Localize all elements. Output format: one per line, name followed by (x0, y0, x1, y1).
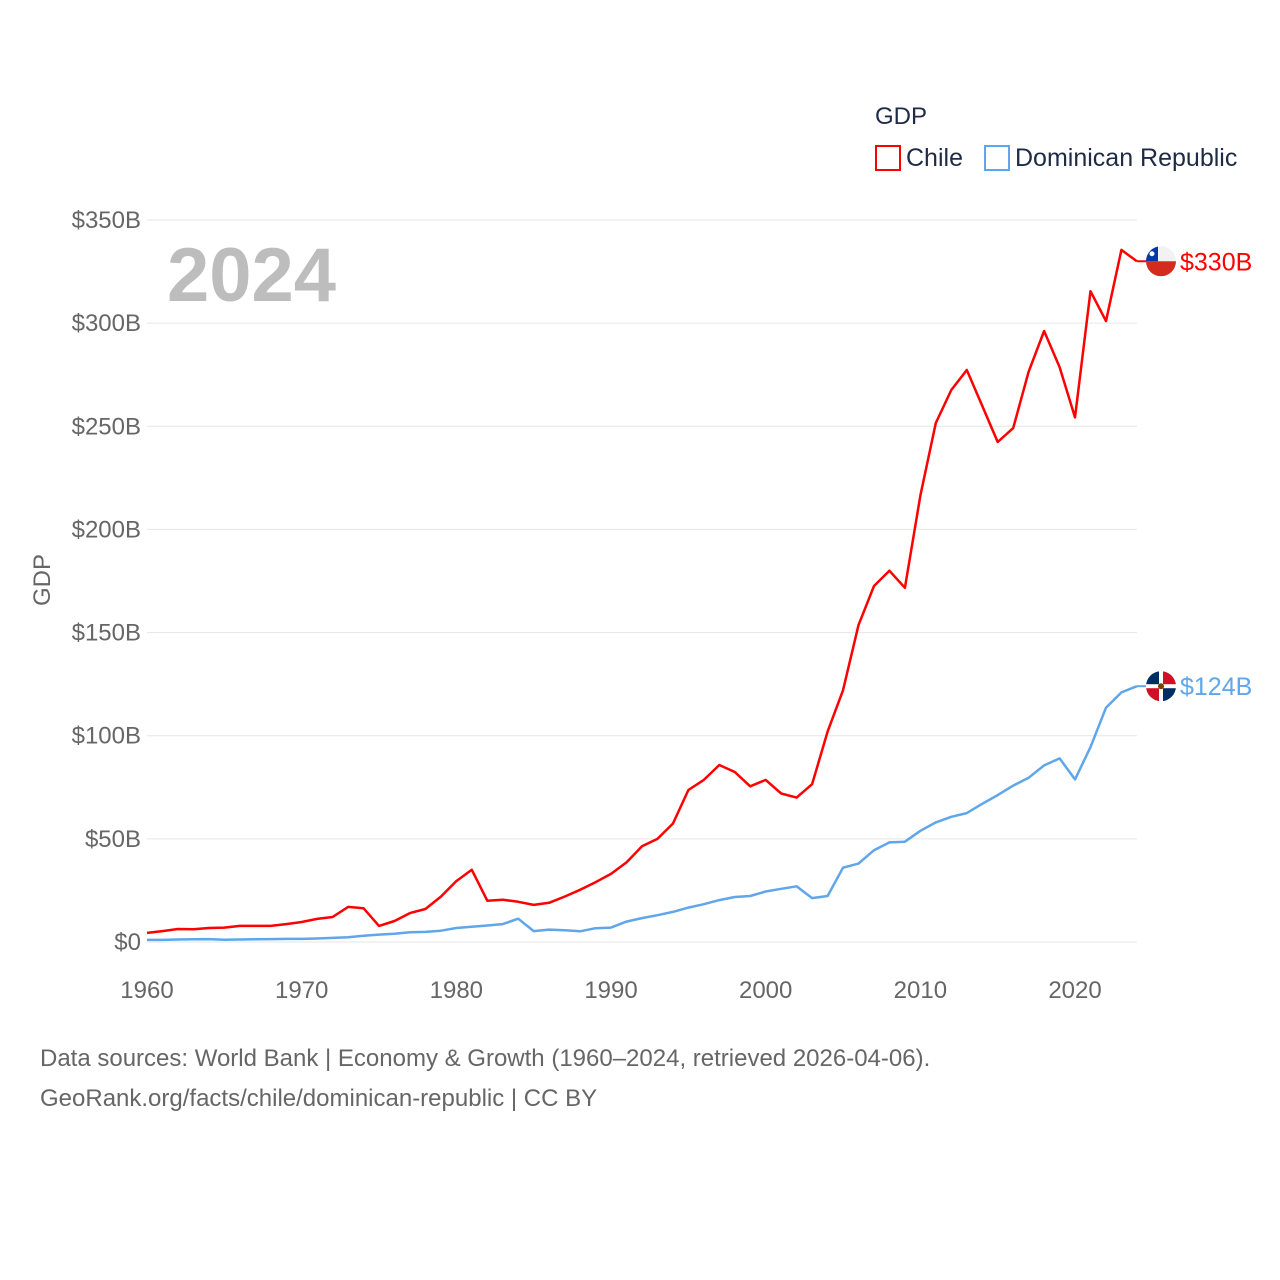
y-tick-label: $200B (72, 516, 141, 543)
flag-blue (1163, 688, 1176, 702)
legend-swatch-chile[interactable] (875, 145, 901, 171)
y-tick-label: $350B (72, 207, 141, 234)
flag-star (1149, 251, 1155, 257)
end-value-label: $124B (1180, 673, 1252, 701)
flag-red (1163, 671, 1176, 685)
legend-label-chile[interactable]: Chile (906, 144, 963, 172)
y-tick-label: $100B (72, 723, 141, 750)
x-tick-label: 2010 (894, 977, 947, 1004)
x-tick-label: 1990 (584, 977, 637, 1004)
grid (147, 219, 1137, 943)
end-value-label: $330B (1180, 248, 1252, 276)
y-tick-label: $0 (114, 929, 141, 956)
flag-red (1146, 688, 1159, 702)
flag-red (1146, 261, 1176, 277)
footer-link[interactable]: GeoRank.org/facts/chile/dominican-republ… (40, 1085, 598, 1112)
footer-sources: Data sources: World Bank | Economy & Gro… (40, 1045, 931, 1072)
y-tick-label: $50B (85, 826, 141, 853)
legend-title: GDP (875, 103, 927, 130)
dominican-republic-flag-icon (1146, 671, 1176, 702)
flag-body (1146, 246, 1176, 277)
legend: GDP Chile Dominican Republic (875, 103, 1237, 172)
chile-flag-icon (1146, 246, 1176, 277)
flag-body (1146, 671, 1176, 702)
y-tick-label: $150B (72, 620, 141, 647)
x-tick-label: 1980 (430, 977, 483, 1004)
series-lines: $330B $124B (146, 246, 1252, 942)
x-tick-label: 2020 (1048, 977, 1101, 1004)
flag-emblem (1158, 683, 1164, 690)
x-tick-label: 1960 (120, 977, 173, 1004)
flag-blue (1146, 671, 1159, 685)
series-line-dominican-republic (147, 685, 1138, 942)
y-tick-label: $250B (72, 413, 141, 440)
x-axis: 1960 1970 1980 1990 2000 2010 2020 (120, 977, 1101, 1004)
y-tick-label: $300B (72, 310, 141, 337)
legend-label-dominican-republic[interactable]: Dominican Republic (1015, 144, 1237, 172)
series-line-chile (146, 248, 1138, 935)
x-tick-label: 2000 (739, 977, 792, 1004)
legend-swatch-dominican-republic[interactable] (984, 145, 1010, 171)
y-axis-label: GDP (29, 554, 56, 606)
year-label: 2024 (167, 233, 336, 318)
y-axis: $0 $50B $100B $150B $200B $250B $300B $350B (72, 207, 141, 956)
x-tick-label: 1970 (275, 977, 328, 1004)
